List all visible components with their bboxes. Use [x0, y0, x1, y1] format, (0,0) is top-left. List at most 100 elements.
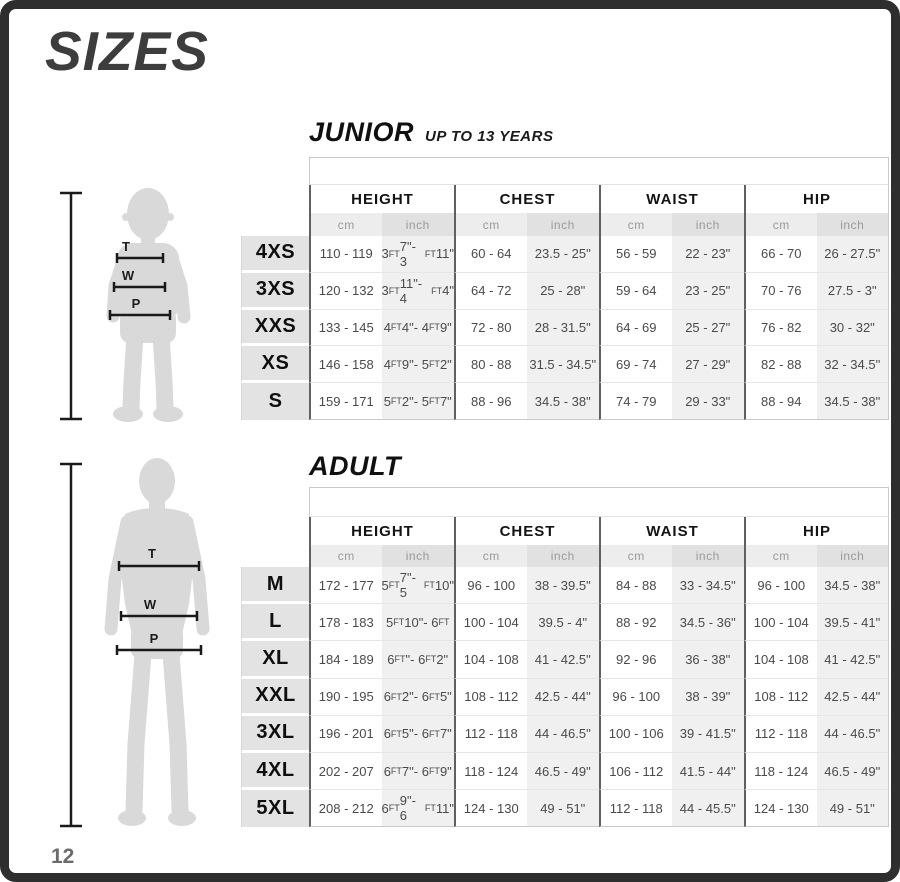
size-value-cell: 80 - 88: [454, 346, 527, 384]
unit-label: inch: [381, 213, 454, 236]
size-label-cell: XXS: [241, 309, 309, 347]
size-value-cell: 46.5 - 49": [526, 752, 599, 791]
size-value-cell: 25 - 28": [526, 272, 599, 310]
size-value-cell: 60 - 64: [454, 236, 527, 273]
size-value-cell: 184 - 189: [309, 641, 382, 679]
size-value-cell: 178 - 183: [309, 604, 382, 642]
size-value-cell: 34.5 - 36": [671, 604, 744, 642]
size-value-cell: 27 - 29": [671, 346, 744, 384]
table-units-spacer: [241, 545, 309, 567]
unit-label: cm: [744, 545, 817, 567]
size-label-cell: L: [241, 604, 309, 642]
unit-label: cm: [599, 545, 672, 567]
size-value-cell: 23 - 25": [671, 272, 744, 310]
size-value-cell: 118 - 124: [744, 752, 817, 791]
size-value-cell: 6 FT "- 6 FT 2": [381, 641, 454, 679]
size-value-cell: 106 - 112: [599, 752, 672, 791]
unit-label: inch: [526, 545, 599, 567]
column-group-header: CHEST: [454, 185, 599, 213]
size-value-cell: 42.5 - 44": [816, 678, 889, 716]
column-group-header: HIP: [744, 185, 889, 213]
size-value-cell: 30 - 32": [816, 309, 889, 347]
page-title: SIZES: [45, 20, 209, 82]
chest-measure-label: T: [122, 239, 130, 254]
size-value-cell: 38 - 39.5": [526, 567, 599, 605]
size-label-cell: S: [241, 383, 309, 420]
size-value-cell: 88 - 96: [454, 383, 527, 420]
hip-measure-label: P: [132, 296, 141, 311]
size-value-cell: 6 FT 5"- 6 FT 7": [381, 715, 454, 753]
unit-label: cm: [454, 213, 527, 236]
size-value-cell: 23.5 - 25": [526, 236, 599, 273]
size-value-cell: 5 FT 2"- 5 FT 7": [381, 383, 454, 420]
size-value-cell: 118 - 124: [454, 752, 527, 791]
size-value-cell: 36 - 38": [671, 641, 744, 679]
unit-label: cm: [309, 213, 382, 236]
size-value-cell: 112 - 118: [744, 715, 817, 753]
size-value-cell: 41 - 42.5": [526, 641, 599, 679]
adult-hip-measure-bar: P: [115, 631, 203, 655]
size-value-cell: 5 FT 10"- 6 FT: [381, 604, 454, 642]
size-value-cell: 72 - 80: [454, 309, 527, 347]
waist-measure-label: W: [122, 268, 135, 283]
column-group-header: WAIST: [599, 185, 744, 213]
size-value-cell: 84 - 88: [599, 567, 672, 605]
column-group-header: WAIST: [599, 517, 744, 545]
size-value-cell: 120 - 132: [309, 272, 382, 310]
size-value-cell: 39.5 - 4": [526, 604, 599, 642]
unit-label: cm: [454, 545, 527, 567]
size-label-cell: 3XS: [241, 272, 309, 310]
table-top-band: [309, 157, 889, 185]
size-value-cell: 31.5 - 34.5": [526, 346, 599, 384]
size-value-cell: 100 - 104: [744, 604, 817, 642]
junior-chest-measure-bar: T: [115, 239, 165, 263]
size-value-cell: 64 - 72: [454, 272, 527, 310]
size-value-cell: 172 - 177: [309, 567, 382, 605]
adult-section-heading: ADULT: [309, 451, 412, 482]
size-value-cell: 190 - 195: [309, 678, 382, 716]
size-value-cell: 34.5 - 38": [526, 383, 599, 420]
size-value-cell: 74 - 79: [599, 383, 672, 420]
size-label-cell: XXL: [241, 678, 309, 716]
size-value-cell: 108 - 112: [744, 678, 817, 716]
size-value-cell: 88 - 94: [744, 383, 817, 420]
size-value-cell: 202 - 207: [309, 752, 382, 791]
size-value-cell: 59 - 64: [599, 272, 672, 310]
size-value-cell: 41.5 - 44": [671, 752, 744, 791]
unit-label: inch: [816, 213, 889, 236]
size-value-cell: 69 - 74: [599, 346, 672, 384]
size-value-cell: 6 FT 9"- 6 FT 11": [381, 790, 454, 828]
size-value-cell: 46.5 - 49": [816, 752, 889, 791]
junior-hip-measure-bar: P: [108, 296, 172, 320]
size-value-cell: 66 - 70: [744, 236, 817, 273]
size-value-cell: 76 - 82: [744, 309, 817, 347]
size-value-cell: 44 - 46.5": [816, 715, 889, 753]
size-value-cell: 196 - 201: [309, 715, 382, 753]
size-value-cell: 4 FT 9"- 5 FT 2": [381, 346, 454, 384]
size-value-cell: 110 - 119: [309, 236, 382, 273]
hip-measure-label: P: [150, 631, 159, 646]
adult-chest-measure-bar: T: [117, 546, 201, 571]
unit-label: inch: [381, 545, 454, 567]
size-value-cell: 88 - 92: [599, 604, 672, 642]
size-value-cell: 3 FT 11"- 4 FT 4": [381, 272, 454, 310]
size-value-cell: 100 - 104: [454, 604, 527, 642]
size-value-cell: 32 - 34.5": [816, 346, 889, 384]
size-value-cell: 3 FT 7"- 3 FT 11": [381, 236, 454, 273]
size-value-cell: 4 FT 4"- 4 FT 9": [381, 309, 454, 347]
size-value-cell: 6 FT 7"- 6 FT 9": [381, 752, 454, 791]
size-value-cell: 56 - 59: [599, 236, 672, 273]
size-label-cell: 5XL: [241, 790, 309, 828]
unit-label: inch: [671, 545, 744, 567]
size-value-cell: 5 FT 7"- 5 FT 10": [381, 567, 454, 605]
column-group-header: HEIGHT: [309, 185, 454, 213]
size-value-cell: 64 - 69: [599, 309, 672, 347]
size-value-cell: 33 - 34.5": [671, 567, 744, 605]
table-top-band: [309, 487, 889, 517]
table-corner-spacer: [241, 487, 309, 517]
size-value-cell: 92 - 96: [599, 641, 672, 679]
size-value-cell: 38 - 39": [671, 678, 744, 716]
size-value-cell: 39.5 - 41": [816, 604, 889, 642]
junior-heading: JUNIOR: [309, 117, 415, 147]
